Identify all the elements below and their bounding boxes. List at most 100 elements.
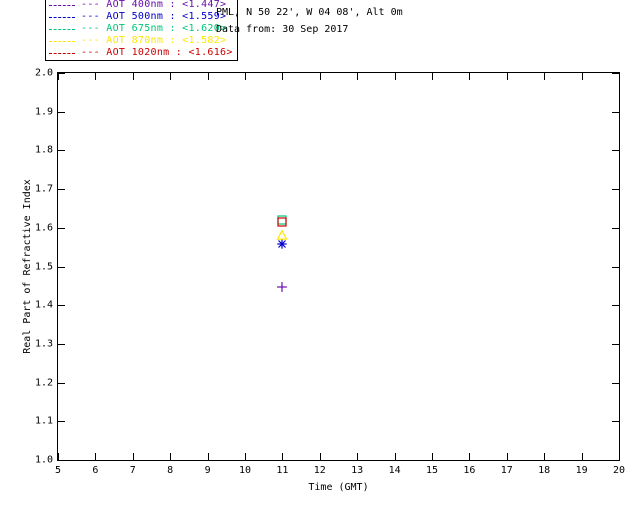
x-axis-tick — [394, 73, 396, 80]
data-point-aot-500nm — [277, 238, 288, 249]
y-axis-tick-label: 1.4 — [34, 299, 53, 311]
y-axis-tick — [58, 150, 65, 152]
x-axis-tick — [619, 73, 620, 80]
x-axis-tick-label: 14 — [388, 465, 401, 476]
data-point-aot-400nm — [277, 282, 288, 293]
y-axis-tick — [58, 111, 65, 113]
chart-title-block: PML, N 50 22', W 04 08', Alt 0m Data fro… — [216, 4, 403, 38]
y-axis-tick-label: 1.1 — [34, 415, 53, 427]
y-axis-tick — [58, 227, 65, 229]
x-axis-tick-label: 19 — [575, 465, 588, 476]
x-axis-tick-label: 6 — [92, 465, 99, 476]
y-axis-tick-label: 1.3 — [34, 338, 53, 350]
x-axis-tick — [581, 453, 583, 460]
y-axis-tick — [58, 73, 65, 74]
x-axis-tick-label: 5 — [54, 465, 62, 476]
x-axis-tick — [544, 73, 546, 80]
x-axis-tick — [357, 453, 359, 460]
y-axis-tick — [612, 227, 619, 229]
data-point-aot-1020nm — [277, 216, 288, 227]
x-axis-tick-label: 11 — [276, 465, 289, 476]
y-axis-tick-label: 1.6 — [34, 222, 53, 234]
legend-item-1020nm: --- AOT 1020nm : <1.616> — [49, 47, 233, 59]
x-axis-tick — [245, 453, 246, 460]
x-axis-tick — [506, 453, 508, 460]
x-axis-tick — [319, 453, 321, 460]
x-axis-tick-label: 9 — [204, 465, 211, 476]
x-axis-tick — [170, 73, 172, 80]
x-axis-tick — [544, 453, 546, 460]
x-axis-tick — [432, 453, 433, 460]
x-axis-tick — [619, 453, 620, 460]
legend-label-1020nm: --- AOT 1020nm : <1.616> — [81, 47, 233, 58]
x-axis-title-text: Time (GMT) — [308, 482, 369, 493]
x-axis-tick — [432, 73, 433, 80]
y-axis-tick-label: 1.8 — [34, 144, 53, 156]
y-axis-tick-label: 1.9 — [34, 106, 53, 118]
legend: --- AOT 400nm : <1.447> --- AOT 500nm : … — [45, 0, 238, 61]
y-axis-tick — [58, 343, 65, 345]
x-axis-tick — [506, 73, 508, 80]
y-axis-tick — [58, 421, 65, 423]
x-axis-tick — [245, 73, 246, 80]
chart-title-location: PML, N 50 22', W 04 08', Alt 0m — [216, 7, 403, 18]
x-axis-tick — [282, 453, 284, 460]
x-axis-tick — [58, 73, 59, 80]
x-axis-tick-label: 18 — [538, 465, 551, 476]
x-axis-tick — [357, 73, 359, 80]
y-axis-tick-label: 1.7 — [34, 183, 53, 195]
y-axis-tick — [58, 189, 65, 191]
legend-item-400nm: --- AOT 400nm : <1.447> — [49, 0, 233, 11]
y-axis-tick — [58, 382, 65, 384]
x-axis-tick-label: 12 — [313, 465, 326, 476]
data-point-aot-870nm — [276, 229, 288, 240]
y-axis-tick — [612, 460, 619, 461]
legend-line-870nm — [49, 40, 75, 42]
x-axis-tick — [58, 453, 59, 460]
legend-item-870nm: --- AOT 870nm : <1.582> — [49, 35, 233, 47]
x-axis-tick — [469, 453, 471, 460]
x-axis-title: Time (GMT) — [57, 482, 620, 493]
legend-label-500nm: --- AOT 500nm : <1.559> — [81, 11, 227, 22]
legend-line-400nm — [49, 4, 75, 6]
x-axis-tick-label: 13 — [351, 465, 364, 476]
y-axis-tick-label: 1.0 — [34, 454, 53, 466]
y-axis-tick — [612, 73, 619, 74]
x-axis-tick — [469, 73, 471, 80]
legend-line-1020nm — [49, 52, 75, 54]
legend-item-675nm: --- AOT 675nm : <1.620> — [49, 23, 233, 35]
y-axis-tick — [58, 460, 65, 461]
y-axis-tick — [612, 266, 619, 268]
x-axis-tick — [282, 73, 284, 80]
chart-title-date: Data from: 30 Sep 2017 — [216, 24, 349, 35]
y-axis-title: Real Part of Refractive Index — [20, 72, 34, 461]
legend-line-675nm — [49, 28, 75, 30]
y-axis-tick — [612, 382, 619, 384]
legend-label-870nm: --- AOT 870nm : <1.582> — [81, 35, 227, 46]
x-axis-tick-label: 20 — [612, 465, 626, 476]
y-axis-tick — [612, 305, 619, 307]
y-axis-tick — [612, 189, 619, 191]
plot-area: 1.0 1.1 1.2 1.3 1.4 1.5 1.6 1.7 1.8 1.9 2.0 5 6 7 8 9 10… — [35, 68, 625, 477]
x-axis-tick — [207, 73, 209, 80]
y-axis-tick-label: 1.2 — [34, 377, 53, 389]
legend-label-400nm: --- AOT 400nm : <1.447> — [81, 0, 227, 10]
x-axis-tick — [132, 73, 134, 80]
y-axis-tick — [612, 111, 619, 113]
legend-line-500nm — [49, 16, 75, 18]
legend-label-675nm: --- AOT 675nm : <1.620> — [81, 23, 227, 34]
y-axis-title-text: Real Part of Refractive Index — [21, 179, 33, 354]
y-axis-tick-label: 2.0 — [34, 67, 53, 79]
x-axis-tick — [132, 453, 134, 460]
x-axis-tick-label: 8 — [167, 465, 174, 476]
y-axis-tick — [612, 421, 619, 423]
x-axis-tick — [207, 453, 209, 460]
x-axis-tick-label: 15 — [425, 465, 439, 476]
y-axis-tick — [58, 266, 65, 268]
x-axis-tick — [394, 453, 396, 460]
y-axis-tick — [612, 150, 619, 152]
x-axis-tick-label: 17 — [500, 465, 513, 476]
x-axis-tick — [95, 453, 97, 460]
x-axis-tick — [319, 73, 321, 80]
data-point-aot-675nm — [277, 215, 288, 226]
